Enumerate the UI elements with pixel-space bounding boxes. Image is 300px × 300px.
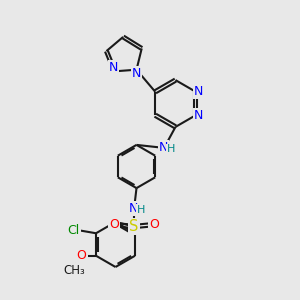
Text: O: O [149, 218, 159, 232]
Text: N: N [194, 85, 203, 98]
Text: S: S [129, 219, 139, 234]
Text: H: H [137, 205, 146, 215]
Text: N: N [159, 141, 168, 154]
Text: Cl: Cl [68, 224, 80, 237]
Text: N: N [194, 109, 203, 122]
Text: N: N [132, 67, 141, 80]
Text: H: H [167, 144, 176, 154]
Text: CH₃: CH₃ [64, 264, 86, 277]
Text: O: O [110, 218, 119, 232]
Text: N: N [109, 61, 118, 74]
Text: N: N [129, 202, 138, 215]
Text: O: O [77, 249, 87, 262]
